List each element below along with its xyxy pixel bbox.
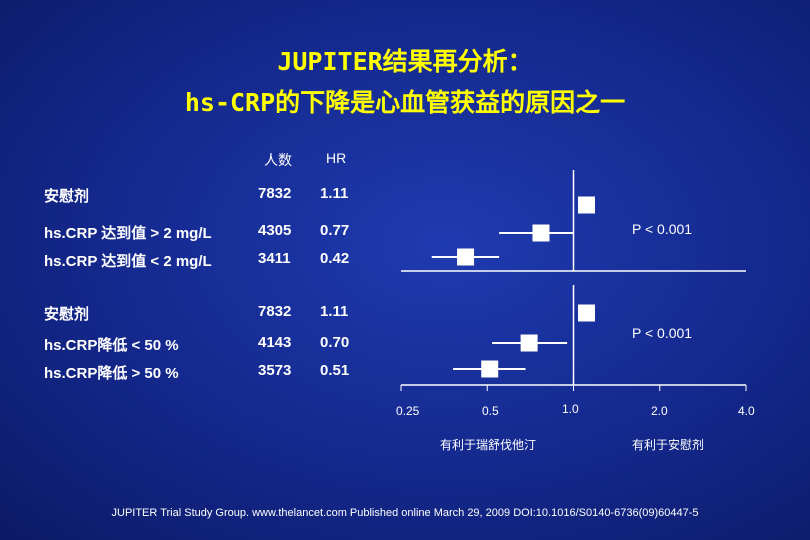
p-value-group2: P < 0.001 (632, 325, 693, 341)
header-n: 人数 (264, 152, 292, 168)
hr-point (577, 196, 595, 214)
row-hr: 0.42 (320, 250, 350, 267)
row-n: 3411 (258, 250, 291, 267)
hr-point (577, 304, 595, 322)
row-hr: 0.77 (320, 222, 350, 239)
row-n: 7832 (258, 303, 292, 320)
hr-point (481, 360, 499, 378)
favors-left-label: 有利于瑞舒伐他汀 (440, 438, 537, 452)
row-label: hs.CRP 达到值 > 2 mg/L (44, 225, 212, 242)
favors-right-label: 有利于安慰剂 (632, 438, 705, 452)
x-tick-label: 0.25 (396, 404, 420, 418)
hr-point (520, 334, 538, 352)
hr-point (532, 224, 550, 242)
row-label: hs.CRP 达到值 < 2 mg/L (44, 253, 212, 270)
row-label: 安慰剂 (44, 306, 90, 323)
citation: JUPITER Trial Study Group. www.thelancet… (111, 507, 699, 519)
row-label: hs.CRP降低 < 50 % (44, 337, 179, 354)
x-tick-label: 4.0 (738, 404, 755, 418)
row-label: 安慰剂 (44, 188, 90, 205)
row-label: hs.CRP降低 > 50 % (44, 365, 179, 382)
row-hr: 0.70 (320, 334, 350, 351)
row-n: 4143 (258, 334, 292, 351)
row-n: 7832 (258, 185, 292, 202)
row-hr: 1.11 (320, 185, 349, 202)
hr-point (457, 248, 475, 266)
x-tick-label: 0.5 (482, 404, 499, 418)
header-hr: HR (326, 150, 347, 166)
x-tick-label: 1.0 (562, 402, 579, 416)
row-n: 4305 (258, 222, 292, 239)
slide-title-line2: hs-CRP的下降是心血管获益的原因之一 (184, 88, 626, 117)
row-hr: 1.11 (320, 303, 349, 320)
x-tick-label: 2.0 (651, 404, 668, 418)
p-value-group1: P < 0.001 (632, 221, 693, 237)
row-hr: 0.51 (320, 362, 350, 379)
row-n: 3573 (258, 362, 292, 379)
slide-title-line1: JUPITER结果再分析： (277, 47, 533, 76)
